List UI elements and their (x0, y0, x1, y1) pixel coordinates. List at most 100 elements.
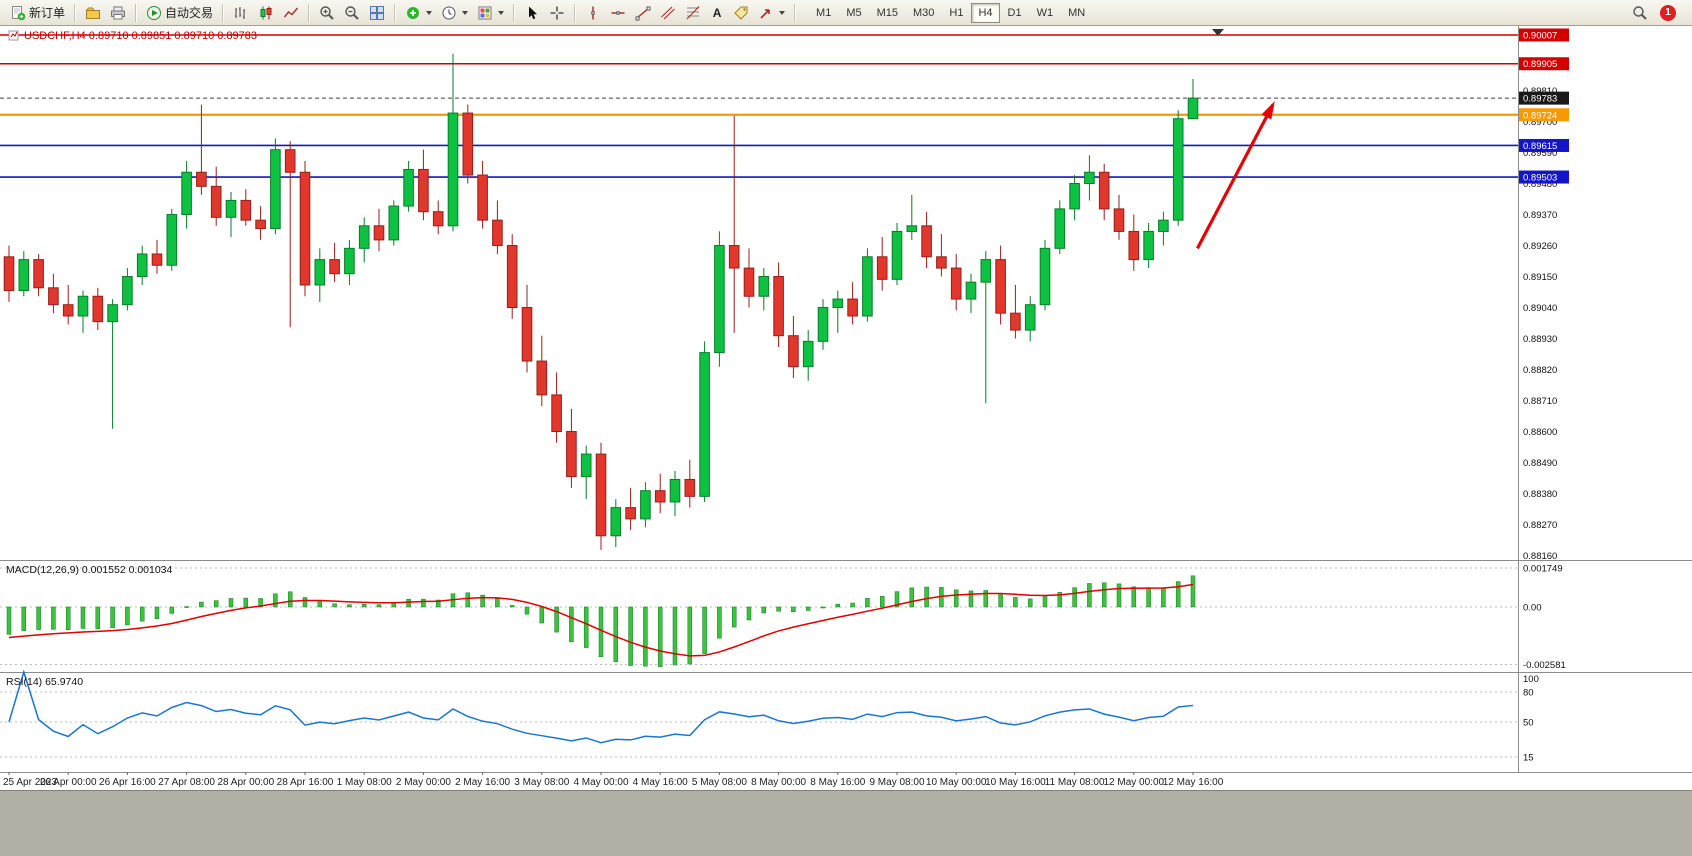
timeframe-M5[interactable]: M5 (846, 6, 862, 19)
price-chart[interactable]: 0.89810 0.89700 0.89590 0.89480 0.89370 0.892… (0, 26, 1692, 856)
chart-background (0, 26, 1692, 856)
timeframe-MN[interactable]: MN (1068, 6, 1086, 19)
timeframe-D1[interactable]: D1 (1007, 6, 1022, 19)
clock-icon (442, 6, 456, 19)
channel-tool[interactable] (656, 2, 680, 24)
autotrading-button[interactable]: 自动交易 (142, 2, 217, 24)
svg-text:50: 50 (1523, 718, 1534, 729)
bar-chart-icon (235, 6, 246, 19)
svg-text:0.89724: 0.89724 (1523, 110, 1557, 121)
print-button[interactable] (106, 2, 130, 24)
crosshair-icon (550, 6, 564, 19)
toolbar-separator (135, 3, 138, 22)
svg-text:0.001749: 0.001749 (1523, 564, 1563, 575)
svg-text:0.89783: 0.89783 (1523, 94, 1557, 105)
chart-window: 0.89810 0.89700 0.89590 0.89480 0.89370 0.892… (0, 26, 1692, 856)
palette-icon (478, 6, 492, 19)
vertical-line-icon (591, 6, 595, 19)
timeframe-M1[interactable]: M1 (816, 6, 832, 19)
svg-text:1 May 08:00: 1 May 08:00 (337, 777, 392, 788)
trendline-icon (635, 6, 651, 20)
svg-text:27 Apr 08:00: 27 Apr 08:00 (158, 777, 215, 788)
tag-icon (734, 6, 748, 20)
tile-windows-button[interactable] (365, 2, 389, 24)
fibonacci-tool[interactable] (681, 2, 705, 24)
folder-icon (85, 7, 101, 19)
svg-text:0.88380: 0.88380 (1523, 489, 1557, 500)
cursor-icon (529, 6, 538, 19)
candlestick-chart-button[interactable] (254, 2, 278, 24)
timeframe-M15[interactable]: M15 (876, 6, 898, 19)
chevron-down-icon (462, 10, 469, 15)
trend-arrow-annotation[interactable] (1196, 101, 1275, 250)
timeframe-H4[interactable]: H4 (971, 2, 1000, 23)
svg-text:4 May 16:00: 4 May 16:00 (633, 777, 688, 788)
chart-title: USDCHF,H4 0.89710 0.89851 0.89710 0.8978… (24, 30, 257, 42)
svg-text:8 May 00:00: 8 May 00:00 (751, 777, 806, 788)
timeframe-W1[interactable]: W1 (1036, 6, 1054, 19)
timeframe-H1[interactable]: H1 (949, 6, 964, 19)
price-axis[interactable]: 0.89810 0.89700 0.89590 0.89480 0.89370 0.892… (1523, 86, 1566, 763)
svg-text:0.88270: 0.88270 (1523, 520, 1557, 531)
horizontal-level-lines[interactable] (0, 34, 1518, 178)
macd-histogram (6, 575, 1196, 667)
svg-text:0.88600: 0.88600 (1523, 427, 1557, 438)
svg-text:0.89590: 0.89590 (1523, 148, 1557, 159)
svg-text:25 Apr 2023: 25 Apr 2023 (3, 777, 57, 788)
printer-icon (111, 6, 126, 19)
svg-text:0.89480: 0.89480 (1523, 179, 1557, 190)
svg-text:0.89700: 0.89700 (1523, 117, 1557, 128)
svg-text:26 Apr 16:00: 26 Apr 16:00 (99, 777, 156, 788)
timeframe-M30[interactable]: M30 (913, 6, 935, 19)
svg-text:28 Apr 00:00: 28 Apr 00:00 (217, 777, 274, 788)
play-icon (147, 5, 162, 20)
text-label-tool[interactable] (729, 2, 753, 24)
line-chart-button[interactable] (279, 2, 303, 24)
svg-text:0.88490: 0.88490 (1523, 458, 1557, 469)
periods-button[interactable] (437, 2, 472, 24)
toolbar-separator (74, 3, 77, 22)
autotrading-label: 自动交易 (165, 6, 214, 20)
new-order-button[interactable]: 新订单 (6, 2, 69, 24)
svg-text:2 May 16:00: 2 May 16:00 (455, 777, 510, 788)
text-tool[interactable]: A (706, 2, 728, 24)
new-order-icon (12, 5, 26, 20)
trendline-tool[interactable] (631, 2, 655, 24)
svg-text:28 Apr 16:00: 28 Apr 16:00 (277, 777, 334, 788)
svg-text:0.89150: 0.89150 (1523, 272, 1557, 283)
toolbar-separator (394, 3, 397, 22)
svg-text:0.89615: 0.89615 (1523, 141, 1557, 152)
svg-text:0.88160: 0.88160 (1523, 551, 1557, 562)
chart-shift-marker[interactable] (1212, 29, 1224, 36)
svg-text:11 May 08:00: 11 May 08:00 (1045, 777, 1105, 788)
crosshair-button[interactable] (545, 2, 569, 24)
svg-text:26 Apr 00:00: 26 Apr 00:00 (40, 777, 97, 788)
svg-text:0.89503: 0.89503 (1523, 173, 1557, 184)
notification-badge[interactable]: 1 (1660, 4, 1676, 21)
zoom-out-button[interactable] (340, 2, 364, 24)
cursor-button[interactable] (520, 2, 544, 24)
price-axis-badges: 0.90007 0.89905 0.89724 0.89615 0.89503 0.897… (1519, 28, 1569, 184)
bar-chart-button[interactable] (229, 2, 253, 24)
candles (3, 53, 1199, 550)
chart-window-icon (8, 30, 19, 41)
toolbar-separator (513, 3, 516, 22)
zoom-in-button[interactable] (315, 2, 339, 24)
indicators-button[interactable] (401, 2, 436, 24)
toolbar: 新订单 自动交易 (0, 0, 1692, 26)
arrows-tool[interactable] (754, 2, 789, 24)
svg-text:0.89810: 0.89810 (1523, 86, 1557, 97)
tile-windows-icon (370, 5, 385, 20)
chevron-down-icon (426, 10, 433, 15)
toolbar-right: 1 (1628, 2, 1686, 24)
horizontal-line-tool[interactable] (606, 2, 630, 24)
profiles-button[interactable] (81, 2, 105, 24)
vertical-line-tool[interactable] (581, 2, 605, 24)
svg-text:0.89370: 0.89370 (1523, 210, 1557, 221)
search-button[interactable] (1628, 2, 1652, 24)
templates-button[interactable] (473, 2, 508, 24)
rsi-label: RSI(14) 65.9740 (6, 676, 83, 688)
macd-signal-line (8, 583, 1194, 657)
toolbar-separator (222, 3, 225, 22)
